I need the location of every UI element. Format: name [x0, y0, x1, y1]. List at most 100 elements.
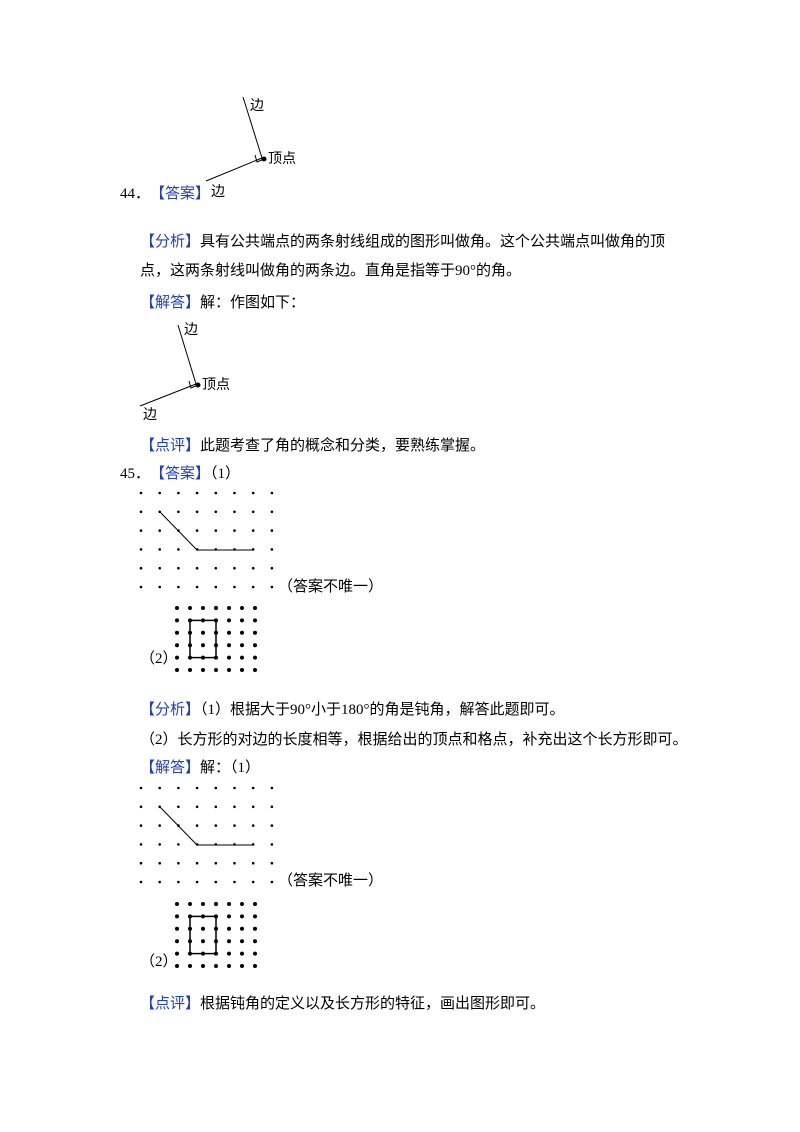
drawn-line — [189, 619, 217, 659]
dot — [177, 510, 180, 514]
dot — [227, 643, 231, 648]
dot — [253, 926, 257, 931]
dot — [270, 824, 274, 827]
dot — [177, 843, 180, 846]
part-label: （2） — [140, 954, 178, 970]
dot — [177, 491, 180, 495]
analysis: 【分析】（1）根据大于90°小于180°的角是钝角，解答此题即可。 — [140, 696, 565, 725]
tag: 【点评】 — [140, 438, 201, 454]
dot — [139, 548, 143, 551]
dot — [240, 964, 244, 968]
dot — [253, 606, 257, 610]
comment: 【点评】根据钝角的定义以及长方形的特征，画出图形即可。 — [140, 990, 545, 1019]
dot — [158, 786, 161, 790]
dot — [251, 824, 255, 827]
dot — [253, 939, 257, 944]
dot — [214, 786, 218, 790]
dot — [240, 926, 244, 931]
dot — [253, 668, 257, 672]
dot — [214, 902, 218, 906]
dot — [233, 491, 236, 495]
angle-figure — [205, 96, 267, 182]
dot — [139, 510, 143, 514]
dot — [177, 566, 180, 570]
dot — [158, 843, 161, 846]
dot — [240, 951, 244, 956]
dot — [253, 655, 257, 660]
solution: 【解答】解：作图如下： — [140, 289, 305, 318]
dot — [240, 668, 244, 672]
dot — [195, 805, 199, 809]
dot — [251, 786, 255, 790]
dot — [251, 510, 255, 514]
dot — [158, 529, 161, 532]
dot — [175, 655, 179, 660]
dot — [177, 585, 180, 589]
dot — [158, 566, 161, 570]
dot — [233, 510, 236, 514]
label: 边 — [211, 184, 225, 200]
dot — [214, 861, 218, 865]
dot — [233, 529, 236, 532]
dot — [270, 805, 274, 809]
dot — [195, 880, 199, 884]
question-number: 45． — [120, 466, 151, 482]
text: 具有公共端点的两条射线组成的图形叫做角。这个公共端点叫做角的顶点，这两条射线叫做… — [140, 234, 666, 279]
label: 顶点 — [202, 377, 230, 393]
dot — [139, 786, 143, 790]
dot — [253, 643, 257, 648]
dot — [177, 861, 180, 865]
dot — [175, 668, 179, 672]
dot — [240, 606, 244, 610]
dot — [139, 566, 143, 570]
dot — [195, 491, 199, 495]
dot — [233, 786, 236, 790]
text: 解：（1） — [200, 760, 261, 776]
tag: 【分析】 — [140, 234, 201, 250]
dot — [270, 861, 274, 865]
dot — [177, 786, 180, 790]
answer-tag: 【答案】 — [150, 186, 211, 202]
dot — [251, 491, 255, 495]
dot — [214, 510, 218, 514]
dot — [139, 880, 143, 884]
solution: 【解答】解：（1） — [140, 754, 260, 783]
dot — [240, 630, 244, 635]
dot — [158, 880, 161, 884]
dot — [139, 491, 143, 495]
analysis: （2）长方形的对边的长度相等，根据给出的顶点和格点，补充出这个长方形即可。 — [140, 732, 688, 748]
dot — [195, 585, 199, 589]
dot — [195, 510, 199, 514]
dot — [270, 510, 274, 514]
dot — [158, 585, 161, 589]
dot — [270, 843, 274, 846]
dot — [227, 606, 231, 610]
dot — [175, 643, 179, 648]
dot — [139, 861, 143, 865]
text: 此题考查了角的概念和分类，要熟练掌握。 — [200, 438, 486, 454]
label: 边 — [250, 98, 264, 114]
dot — [177, 548, 180, 551]
tag: 【答案】 — [150, 466, 211, 482]
text: 解：作图如下： — [200, 295, 306, 311]
analysis: 【分析】具有公共端点的两条射线组成的图形叫做角。这个公共端点叫做角的顶点，这两条… — [140, 228, 688, 286]
dot — [253, 951, 257, 956]
dot — [233, 880, 236, 884]
dot — [195, 861, 199, 865]
dot — [240, 914, 244, 919]
dot — [139, 824, 143, 827]
dot — [270, 566, 274, 570]
dot — [177, 805, 180, 809]
dot — [188, 606, 192, 610]
dot — [253, 914, 257, 919]
dot — [201, 926, 205, 931]
dot — [175, 951, 179, 956]
comment: 【点评】此题考查了角的概念和分类，要熟练掌握。 — [140, 432, 485, 461]
dot — [251, 566, 255, 570]
dot — [175, 964, 179, 968]
dot — [227, 964, 231, 968]
dot — [214, 529, 218, 532]
dot — [139, 585, 143, 589]
dot — [251, 529, 255, 532]
